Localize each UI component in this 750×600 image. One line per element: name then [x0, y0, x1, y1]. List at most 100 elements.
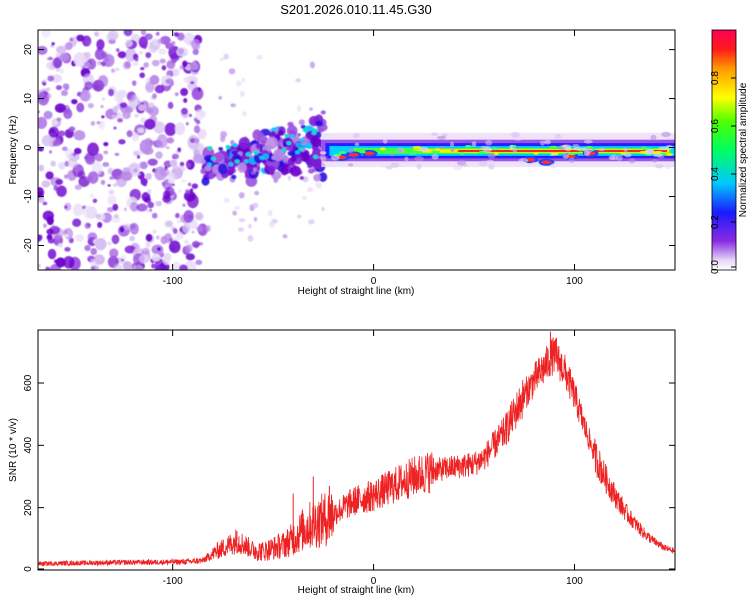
heatmap-blob [51, 42, 55, 46]
heatmap-blob [90, 247, 98, 255]
heatmap-blob [203, 154, 214, 165]
heatmap-blob [49, 263, 62, 270]
band-fringe [382, 139, 388, 144]
band-fringe [330, 154, 340, 161]
heatmap-blob [86, 58, 97, 70]
heatmap-band [317, 131, 675, 171]
heatmap-blob [217, 163, 228, 175]
heatmap-blob [100, 105, 104, 108]
heatmap-blob [218, 95, 223, 100]
band-spot [338, 151, 346, 154]
heatmap-blob [295, 142, 301, 147]
band-spot [491, 147, 499, 151]
heatmap-blob [309, 61, 315, 69]
band-fringe [462, 163, 468, 167]
heatmap-blob [241, 77, 246, 83]
band-spot [641, 146, 647, 150]
heatmap-blob [176, 219, 182, 224]
heatmap-blob [107, 30, 119, 41]
colorbar-tick-label: 0.2 [710, 215, 721, 229]
band-fringe [509, 144, 514, 151]
heatmap-blob [136, 203, 148, 212]
heatmap-blob [151, 263, 156, 269]
band-fringe [572, 147, 583, 151]
heatmap-blob [138, 254, 149, 264]
heatmap-blob [139, 72, 146, 79]
band-fringe [623, 147, 628, 152]
heatmap-blob [195, 119, 201, 125]
heatmap-blob [97, 60, 101, 66]
heatmap-y-tick-label: -20 [23, 238, 34, 253]
heatmap-blob [64, 247, 71, 252]
heatmap-blob [259, 155, 265, 160]
heatmap-blob [136, 154, 141, 159]
heatmap-blob [158, 48, 167, 55]
heatmap-blob [321, 206, 325, 212]
colorbar-tick-label: 0.0 [710, 260, 721, 274]
band-core [449, 150, 667, 152]
band-fringe [436, 135, 446, 140]
heatmap-blob [277, 129, 284, 136]
heatmap-blob [152, 93, 157, 99]
heatmap-blob [196, 225, 203, 232]
heatmap-blob [219, 57, 225, 62]
heatmap-blob [298, 119, 305, 126]
heatmap-blob [84, 244, 91, 252]
heatmap-blob [111, 216, 121, 223]
band-spot [620, 152, 626, 155]
heatmap-y-tick-label: 0 [23, 144, 34, 150]
heatmap-blob [251, 139, 257, 144]
heatmap-blob [208, 171, 215, 179]
heatmap-blob [87, 102, 94, 109]
band-fringe [512, 147, 518, 153]
heatmap-blob [181, 107, 188, 115]
heatmap-blob [189, 137, 196, 144]
band-fringe [544, 139, 551, 145]
colorbar-tick-label: 0.8 [710, 71, 721, 85]
heatmap-blob [117, 51, 127, 59]
heatmap-blob [185, 122, 189, 126]
heatmap-blob [154, 166, 167, 181]
heatmap-blob [164, 122, 177, 136]
heatmap-blob [72, 218, 82, 228]
band-fringe [530, 161, 540, 166]
heatmap-blob [111, 68, 115, 73]
heatmap-blob [165, 42, 174, 50]
colorbar-tick-label: 0.6 [710, 119, 721, 133]
heatmap-blob [140, 66, 145, 71]
snr-series-line [38, 337, 675, 567]
heatmap-blob [228, 162, 234, 167]
heatmap-blob [183, 76, 191, 83]
heatmap-blob [295, 78, 301, 83]
heatmap-blob [181, 178, 187, 183]
heatmap-blob [153, 121, 165, 134]
heatmap-blob [108, 189, 115, 195]
heatmap-blob [247, 234, 254, 242]
heatmap-blob [300, 151, 310, 163]
heatmap-blob [60, 89, 68, 97]
band-fringe [431, 154, 439, 160]
band-fringe [664, 163, 671, 170]
band-spot [446, 149, 452, 153]
heatmap-blob [123, 207, 127, 212]
heatmap-blob [231, 174, 237, 180]
heatmap-blob [245, 152, 251, 157]
heatmap-blob [201, 176, 210, 186]
heatmap-blob [302, 128, 308, 133]
heatmap-blob [179, 161, 185, 167]
heatmap-blob [187, 182, 192, 187]
heatmap-blob [231, 150, 238, 156]
heatmap-blob [248, 223, 252, 229]
heatmap-blob [76, 34, 85, 42]
band-fringe [654, 164, 664, 169]
heatmap-blob [151, 212, 158, 219]
heatmap-blob [287, 150, 295, 156]
heatmap-blob [182, 223, 191, 234]
heatmap-blob [120, 254, 126, 261]
heatmap-blob [179, 264, 188, 270]
heatmap-blob [176, 32, 185, 41]
heatmap-blob [212, 152, 224, 163]
heatmap-blob [140, 178, 148, 186]
heatmap-blob [183, 209, 194, 223]
